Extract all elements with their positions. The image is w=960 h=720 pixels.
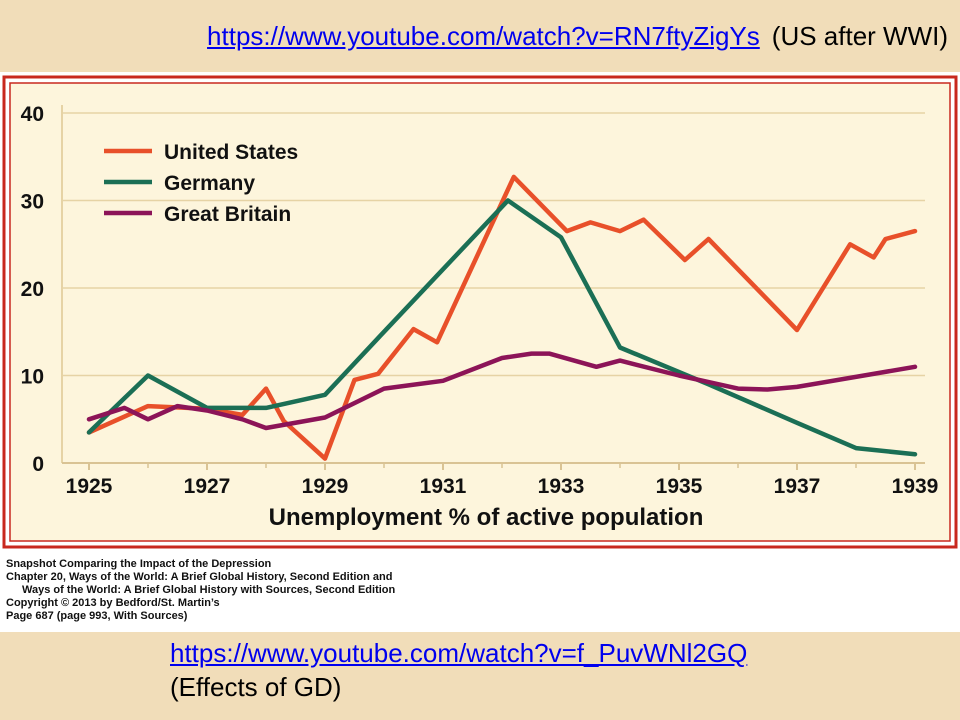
credit-line-3: Ways of the World: A Brief Global Histor…	[22, 584, 396, 596]
x-tick-label: 1931	[420, 475, 467, 498]
bottom-youtube-link[interactable]: https://www.youtube.com/watch?v=f_PuvWNl…	[170, 638, 748, 668]
source-credit: Snapshot Comparing the Impact of the Dep…	[6, 558, 526, 623]
chart-figure: 0 10 20 30 40 1925 1927 1929 1931 1933 1935 1937 193…	[0, 72, 960, 632]
x-tick-label: 1925	[66, 475, 113, 498]
credit-line-5: Page 687 (page 993, With Sources)	[6, 610, 188, 622]
series-line-great-britain	[86, 351, 918, 431]
top-youtube-link[interactable]: https://www.youtube.com/watch?v=RN7ftyZi…	[207, 20, 760, 51]
plot-panel	[9, 82, 951, 542]
x-axis-title: Unemployment % of active population	[269, 504, 704, 531]
series-line-germany	[86, 198, 918, 457]
credit-line-2: Chapter 20, Ways of the World: A Brief G…	[6, 571, 393, 583]
credit-line-4: Copyright © 2013 by Bedford/St. Martin’s	[6, 597, 220, 609]
y-tick-label: 40	[21, 103, 44, 126]
x-tick-label: 1927	[184, 475, 231, 498]
y-tick-label: 0	[32, 453, 44, 476]
grid-layer	[62, 112, 925, 377]
x-tick-label: 1939	[892, 475, 939, 498]
legend-label-germany: Germany	[164, 172, 255, 195]
x-tick-label: 1929	[302, 475, 349, 498]
outer-frame	[2, 75, 958, 549]
legend: United States Germany Great Britain	[104, 141, 298, 226]
credit-line-1: Snapshot Comparing the Impact of the Dep…	[6, 558, 272, 570]
bottom-link-note: (Effects of GD)	[170, 672, 342, 702]
top-link-note: (US after WWI)	[771, 20, 948, 51]
legend-label-united-states: United States	[164, 141, 298, 164]
y-tick-label: 30	[21, 191, 44, 214]
y-tick-label: 10	[21, 366, 44, 389]
bottom-link-block: https://www.youtube.com/watch?v=f_PuvWNl…	[170, 636, 747, 704]
x-tick-label: 1937	[774, 475, 821, 498]
legend-label-great-britain: Great Britain	[164, 203, 291, 226]
top-link-bar: https://www.youtube.com/watch?v=RN7ftyZi…	[0, 0, 960, 72]
series-line-united-states	[86, 174, 918, 461]
x-tick-label: 1935	[656, 475, 703, 498]
unemployment-chart: 0 10 20 30 40 1925 1927 1929 1931 1933 1935 1937 193…	[2, 75, 958, 549]
y-tick-label: 20	[21, 278, 44, 301]
x-tick-label: 1933	[538, 475, 585, 498]
axis-layer: 0 10 20 30 40 1925 1927 1929 1931 1933 1935 1937 193…	[21, 103, 939, 498]
series-layer	[86, 174, 918, 461]
